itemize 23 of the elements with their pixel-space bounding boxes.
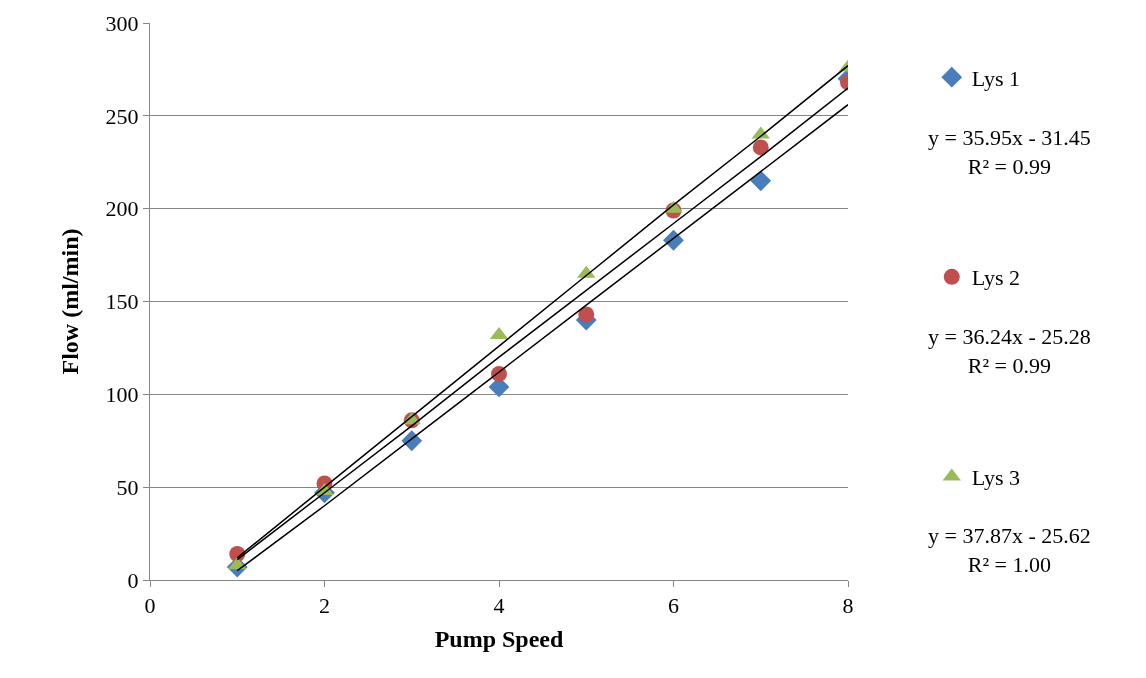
point — [578, 306, 595, 323]
x-tick-label: 0 — [144, 593, 156, 619]
y-tick-label: 150 — [105, 289, 139, 315]
point — [750, 170, 772, 192]
point — [752, 139, 769, 156]
legend-label: Lys 3 — [971, 465, 1021, 490]
text: y = 35.95x - 31.45 R² = 0.99 — [928, 125, 1091, 179]
text: y = 37.87x - 25.62 R² = 1.00 — [928, 523, 1091, 577]
y-tick-label: 0 — [127, 567, 139, 593]
x-tick-label: 6 — [668, 593, 679, 619]
x-tick-label: 2 — [319, 593, 330, 619]
x-axis-title: Pump Speed — [434, 625, 564, 652]
x-tick-label: 4 — [493, 593, 505, 619]
y-tick-label: 100 — [105, 382, 139, 408]
y-tick-label: 250 — [105, 103, 139, 129]
legend-label: Lys 2 — [971, 265, 1021, 291]
x-tick-label: 8 — [842, 593, 854, 619]
text: y = 36.24x - 25.28 R² = 0.99 — [928, 324, 1091, 378]
y-tick-label: 50 — [116, 474, 139, 500]
y-tick-label: 300 — [105, 10, 139, 36]
y-tick-label: 200 — [105, 196, 139, 222]
legend-label: Lys 1 — [971, 65, 1021, 91]
y-axis-title: Flow (ml/min) — [56, 228, 83, 375]
